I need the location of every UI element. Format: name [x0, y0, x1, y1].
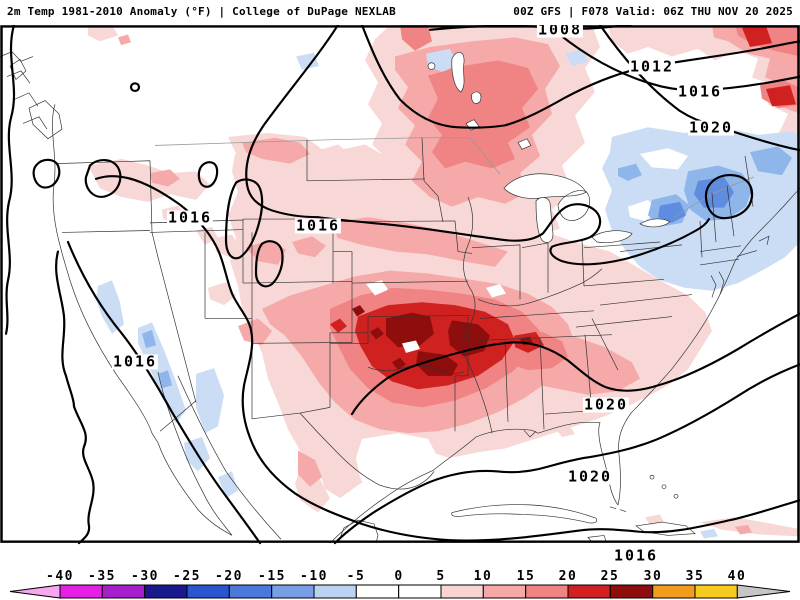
coastline — [52, 104, 800, 544]
map-frame — [0, 25, 800, 543]
isobar-pacific-offshore — [55, 250, 95, 545]
canadian-lakes — [427, 52, 532, 150]
title-bar: 2m Temp 1981-2010 Anomaly (°F) | College… — [0, 0, 800, 25]
isobar-pacific-meanders — [4, 25, 16, 335]
isobar-1020-closed-low — [704, 174, 754, 220]
colorbar-tick: -15 — [258, 569, 286, 584]
colorbar-segment — [355, 584, 400, 599]
contour-label: 1016 — [294, 216, 342, 235]
isobar-1016-west — [245, 25, 711, 266]
colorbar-segment — [694, 584, 738, 599]
isobar-1016-northeast — [546, 25, 800, 92]
colorbar-segment — [101, 584, 146, 599]
us-canada-border — [154, 137, 755, 218]
contour-label: 1020 — [687, 118, 735, 137]
map-area: 1016 1016 1012 1016 1020 1008 1016 1020 … — [0, 25, 800, 567]
colorbar-tick: -20 — [215, 569, 243, 584]
isobar-small-closed-loops — [32, 82, 284, 288]
colorbar-tick: -10 — [300, 569, 328, 584]
colorbar-segment — [567, 584, 611, 599]
colorbar-tick: 0 — [394, 569, 404, 584]
colorbar-segment — [313, 584, 357, 599]
colorbar-tick: 10 — [473, 569, 493, 584]
colorbar-tick: 30 — [643, 569, 663, 584]
colorbar-segment — [440, 584, 484, 599]
contour-label: 1020 — [582, 395, 630, 414]
colorbar-tick: -5 — [346, 569, 366, 584]
product-title: 2m Temp 1981-2010 Anomaly (°F) | College… — [7, 5, 396, 18]
colorbar-segment — [482, 584, 527, 599]
colorbar-scale — [9, 584, 791, 599]
colorbar-tick: 20 — [558, 569, 578, 584]
contour-label: 1012 — [628, 57, 676, 76]
map-graphic — [0, 25, 800, 545]
geographic-borders — [0, 51, 800, 544]
isobar-1016-baja — [66, 240, 262, 545]
contour-label: 1016 — [612, 546, 660, 565]
contour-label: 1008 — [536, 25, 584, 38]
south-texas-white-hole — [356, 433, 438, 513]
colorbar-tick: -25 — [173, 569, 201, 584]
contour-label: 1016 — [111, 352, 159, 371]
colorbar-tick: -40 — [46, 569, 74, 584]
model-run-valid-time: 00Z GFS | F078 Valid: 06Z THU NOV 20 202… — [513, 5, 793, 18]
isobar-1020-southeast-upper — [350, 312, 800, 416]
cool-anomaly-west-coast — [96, 280, 238, 499]
colorbar-tick: 15 — [516, 569, 536, 584]
northwest-coast-islands — [0, 51, 63, 140]
colorbar-segment — [186, 584, 230, 599]
isobar-1020-southeast-lower — [333, 363, 800, 545]
colorbar-tick: 40 — [727, 569, 747, 584]
colorbar: -40 -35 -30 -25 -20 -15 -10 -5 0 5 10 15… — [0, 567, 800, 600]
contour-label: 1020 — [566, 467, 614, 486]
contour-label: 1016 — [676, 82, 724, 101]
colorbar-segment — [228, 584, 273, 599]
contour-label: 1016 — [166, 208, 214, 227]
colorbar-segment — [59, 584, 103, 599]
colorbar-right-arrow — [736, 584, 791, 599]
colorbar-segment — [144, 584, 188, 599]
colorbar-segment — [271, 584, 315, 599]
colorbar-tick: 5 — [436, 569, 446, 584]
colorbar-segment — [609, 584, 654, 599]
colorbar-segment — [652, 584, 696, 599]
colorbar-segment — [525, 584, 569, 599]
colorbar-tick: -30 — [131, 569, 159, 584]
isobar-1012 — [360, 25, 800, 129]
colorbar-tick: -35 — [88, 569, 116, 584]
colorbar-tick: 25 — [600, 569, 620, 584]
colorbar-left-arrow — [9, 584, 61, 599]
colorbar-segment — [398, 584, 442, 599]
great-lakes — [503, 173, 671, 243]
colorbar-tick: 35 — [685, 569, 705, 584]
